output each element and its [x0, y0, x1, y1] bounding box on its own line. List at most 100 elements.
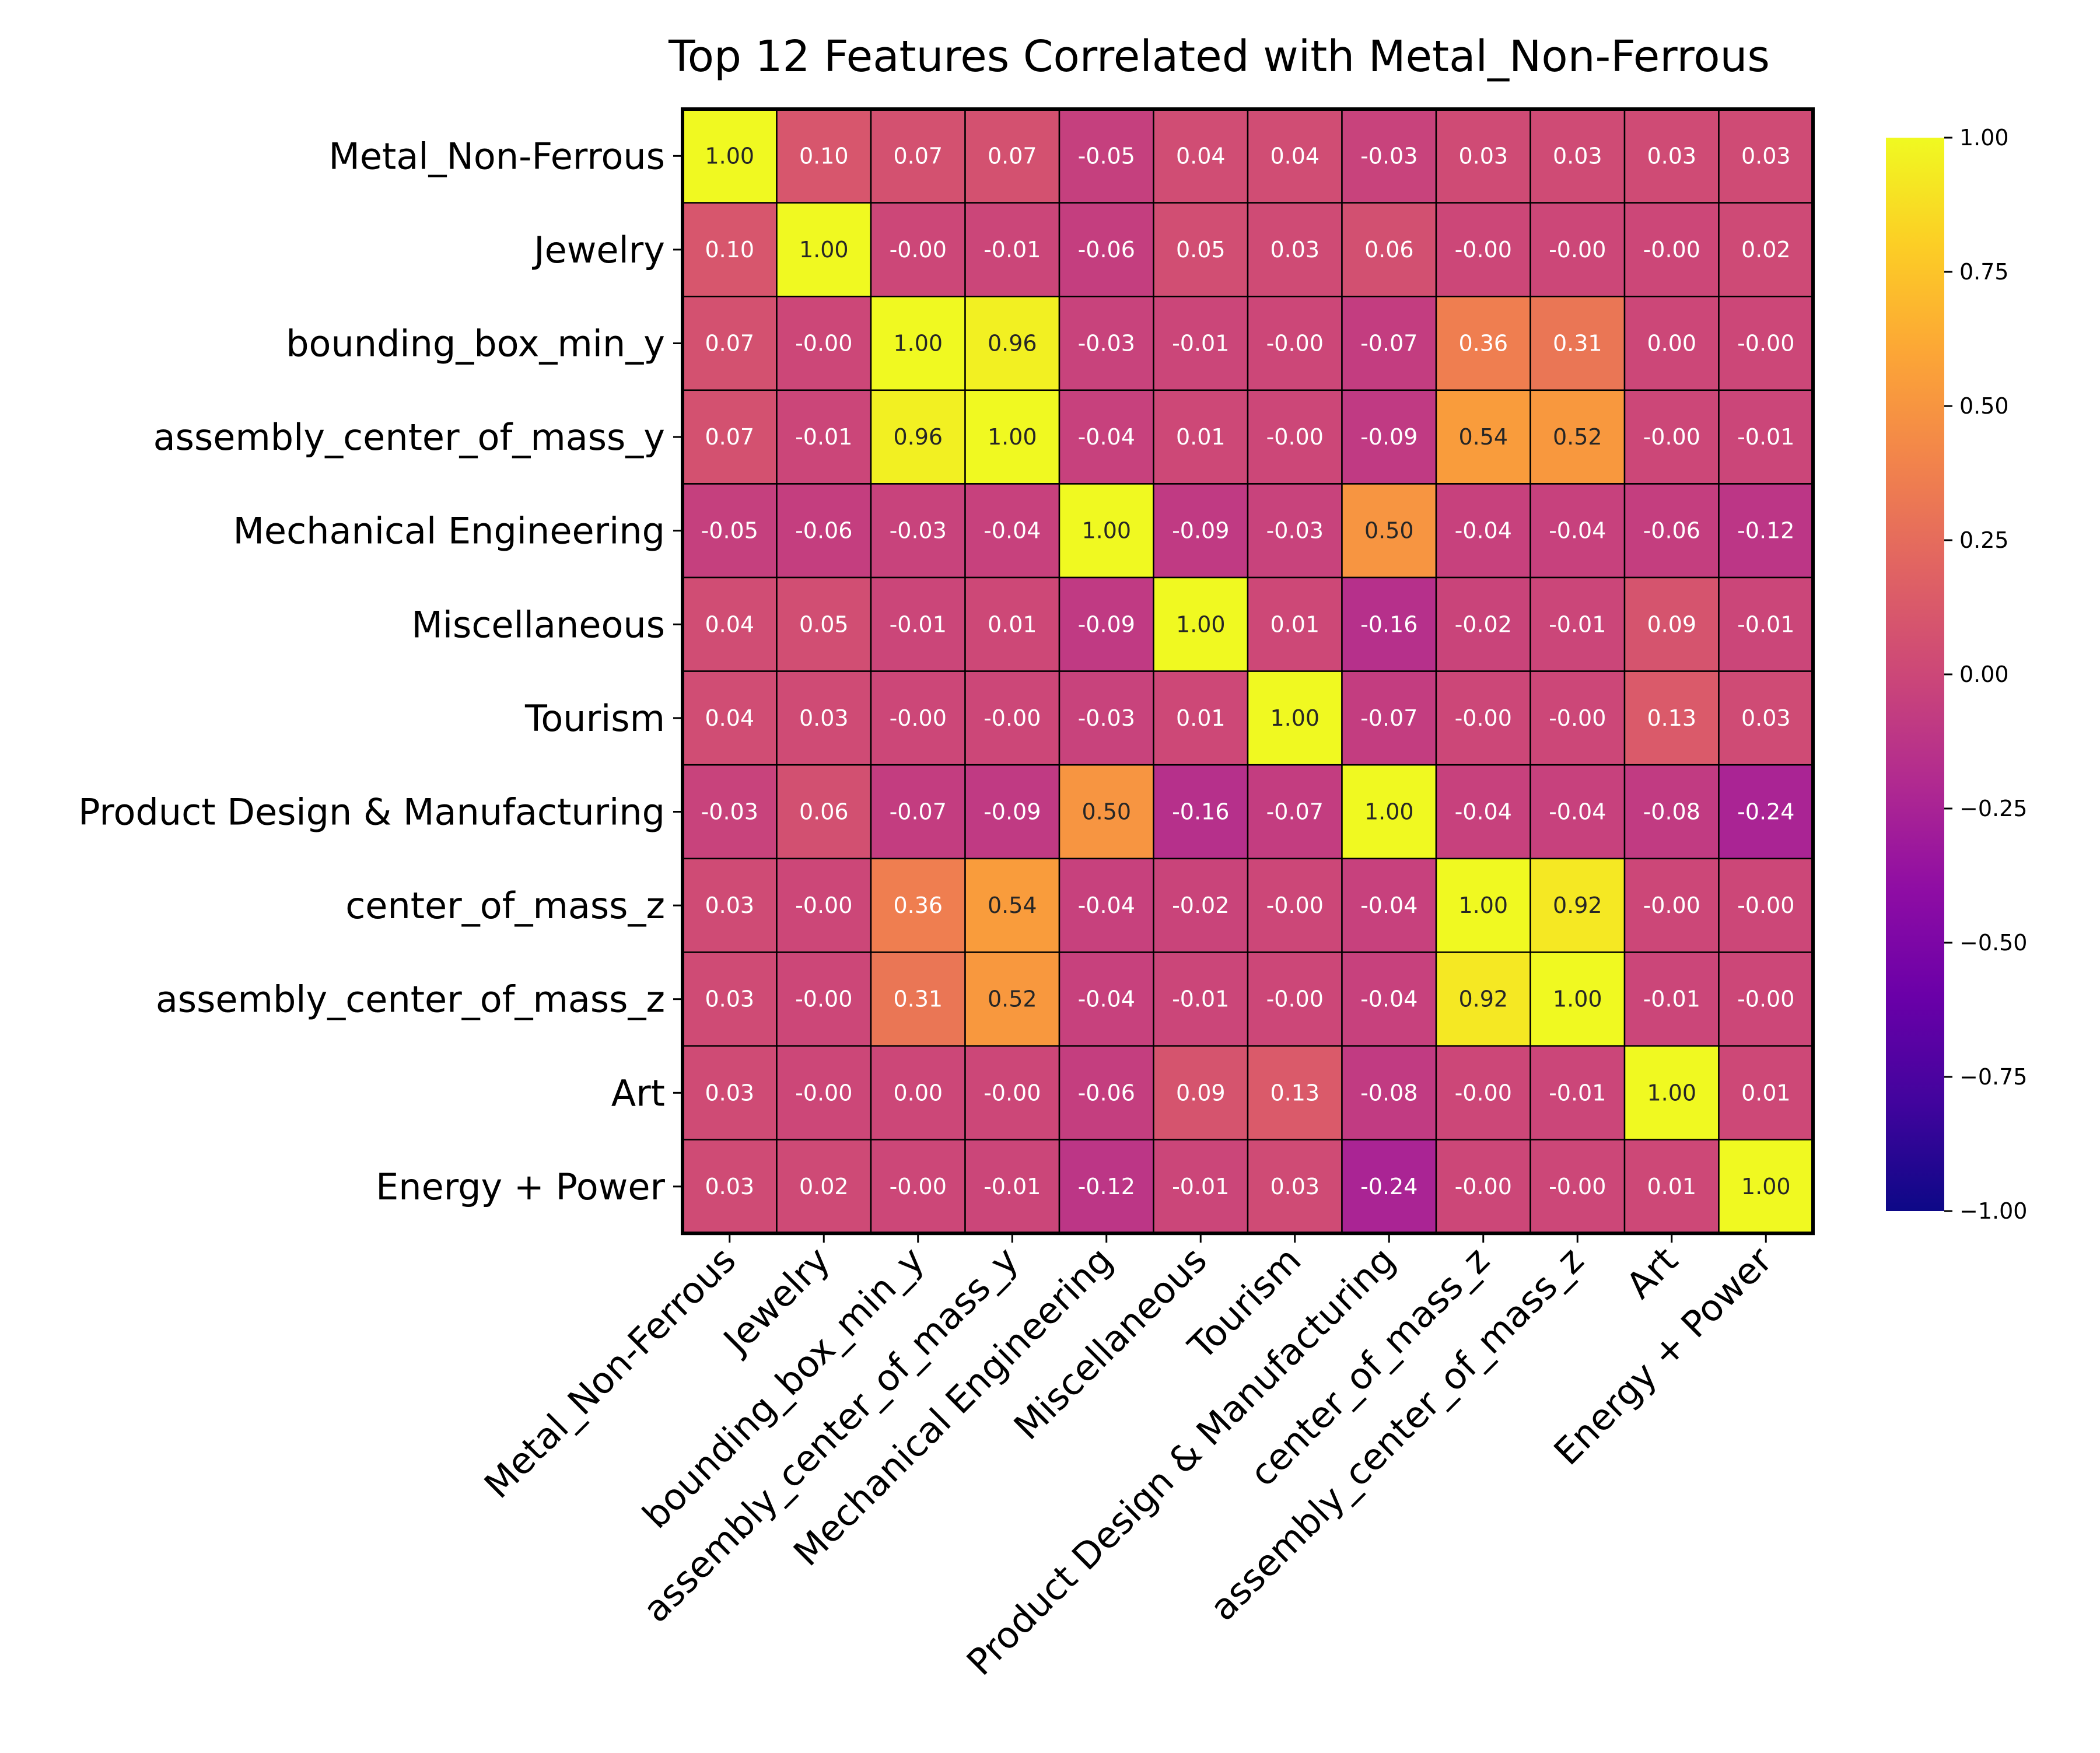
cell-value-label: 0.03: [1270, 237, 1320, 263]
cell-value-label: -0.00: [1455, 705, 1512, 731]
cell-value-label: 1.00: [1082, 518, 1131, 544]
heatmap-cell: [1247, 389, 1343, 485]
y-tick-label: Jewelry: [531, 229, 665, 271]
cell-value-label: -0.00: [795, 986, 852, 1012]
cell-value-label: 0.36: [1458, 331, 1508, 356]
heatmap-cell: [964, 670, 1060, 766]
heatmap-cell: [1247, 1045, 1343, 1140]
cell-value-label: -0.07: [1360, 705, 1418, 731]
heatmap-cell: [1341, 108, 1437, 204]
cell-value-label: 0.50: [1082, 799, 1131, 825]
cell-value-label: -0.04: [1455, 518, 1512, 544]
cell-value-label: -0.00: [1266, 893, 1324, 918]
heatmap-cell: [870, 670, 966, 766]
heatmap-cell: [1153, 202, 1249, 298]
cell-value-label: 0.54: [988, 893, 1037, 918]
cell-value-label: 0.09: [1176, 1080, 1226, 1105]
heatmap-cell: [1153, 858, 1249, 953]
heatmap-cell: [681, 1045, 778, 1140]
heatmap-cell: [1341, 576, 1437, 672]
heatmap-cell: [964, 858, 1060, 953]
heatmap-cell: [1530, 202, 1626, 298]
cell-value-label: 0.52: [1553, 424, 1602, 450]
cell-value-label: -0.02: [1172, 893, 1229, 918]
cell-value-label: 0.03: [705, 893, 754, 918]
cell-value-label: -0.00: [890, 1174, 947, 1199]
cell-value-label: -0.01: [1172, 331, 1229, 356]
cell-value-label: 0.04: [705, 611, 754, 637]
heatmap-cell: [681, 670, 778, 766]
cell-value-label: 0.06: [1364, 237, 1414, 263]
cell-value-label: -0.09: [1078, 611, 1135, 637]
heatmap-cell: [1341, 764, 1437, 860]
heatmap-cell: [681, 764, 778, 860]
cell-value-label: -0.00: [1737, 893, 1794, 918]
cell-value-label: -0.06: [1078, 237, 1135, 263]
heatmap-cell: [1341, 951, 1437, 1047]
cell-value-label: -0.00: [1643, 237, 1700, 263]
cell-value-label: -0.03: [890, 518, 947, 544]
y-tick-label: center_of_mass_z: [345, 884, 665, 927]
heatmap-cell: [1247, 951, 1343, 1047]
cell-value-label: 0.07: [705, 331, 754, 356]
cell-value-label: -0.05: [701, 518, 758, 544]
cell-value-label: 0.01: [1270, 611, 1320, 637]
cell-value-label: -0.04: [1078, 424, 1135, 450]
cell-value-label: -0.00: [984, 1080, 1041, 1105]
heatmap-cell: [1718, 295, 1814, 391]
colorbar-tick-label: 0.00: [1959, 662, 2009, 687]
cell-value-label: -0.01: [1549, 611, 1606, 637]
heatmap-cell: [1341, 202, 1437, 298]
cell-value-label: -0.08: [1360, 1080, 1418, 1105]
cell-value-label: 0.04: [705, 705, 754, 731]
cell-value-label: -0.03: [1266, 518, 1324, 544]
cell-value-label: -0.01: [795, 424, 852, 450]
cell-value-label: 1.00: [1647, 1080, 1696, 1105]
cell-value-label: -0.00: [1737, 331, 1794, 356]
cell-value-label: 0.03: [1741, 143, 1791, 169]
cell-value-label: -0.00: [1455, 1174, 1512, 1199]
cell-value-label: 0.03: [1553, 143, 1602, 169]
heatmap-cell: [1247, 576, 1343, 672]
cell-value-label: 1.00: [799, 237, 849, 263]
y-tick-label: Mechanical Engineering: [233, 510, 665, 552]
cell-value-label: 0.02: [799, 1174, 849, 1199]
cell-value-label: 0.31: [893, 986, 943, 1012]
cell-value-label: 0.03: [1647, 143, 1696, 169]
cell-value-label: -0.00: [1643, 893, 1700, 918]
cell-value-label: 0.09: [1647, 611, 1696, 637]
cell-value-label: -0.09: [984, 799, 1041, 825]
heatmap-cell: [1435, 670, 1531, 766]
heatmap-cell: [1153, 108, 1249, 204]
cell-value-label: 0.01: [988, 611, 1037, 637]
colorbar-tick-label: 0.25: [1959, 527, 2009, 553]
cell-value-label: -0.01: [984, 1174, 1041, 1199]
heatmap-cell: [870, 1045, 966, 1140]
y-tick-label: Energy + Power: [376, 1166, 665, 1208]
heatmap-cell: [870, 295, 966, 391]
heatmap-cell: [776, 389, 872, 485]
heatmap-cell: [964, 108, 1060, 204]
heatmap-cells: 1.00 0.10 0.07 0.07 -0.05 0.04 0.04 -0.03 0.03 0.…: [681, 108, 1814, 1234]
cell-value-label: -0.07: [890, 799, 947, 825]
cell-value-label: 0.01: [1741, 1080, 1791, 1105]
heatmap-cell: [964, 764, 1060, 860]
heatmap-cell: [776, 483, 872, 579]
cell-value-label: -0.00: [1455, 237, 1512, 263]
heatmap-cell: [1718, 858, 1814, 953]
heatmap-cell: [870, 1139, 966, 1234]
heatmap-cell: [1058, 483, 1154, 579]
heatmap-cell: [1530, 108, 1626, 204]
cell-value-label: -0.04: [1078, 986, 1135, 1012]
cell-value-label: 1.00: [705, 143, 754, 169]
cell-value-label: -0.00: [1266, 424, 1324, 450]
heatmap-cell: [776, 951, 872, 1047]
heatmap-cell: [1153, 576, 1249, 672]
cell-value-label: -0.03: [1078, 705, 1135, 731]
colorbar-tick-label: −1.00: [1959, 1198, 2027, 1224]
cell-value-label: -0.03: [1078, 331, 1135, 356]
cell-value-label: 1.00: [988, 424, 1037, 450]
cell-value-label: 0.05: [1176, 237, 1226, 263]
cell-value-label: -0.04: [1549, 518, 1606, 544]
